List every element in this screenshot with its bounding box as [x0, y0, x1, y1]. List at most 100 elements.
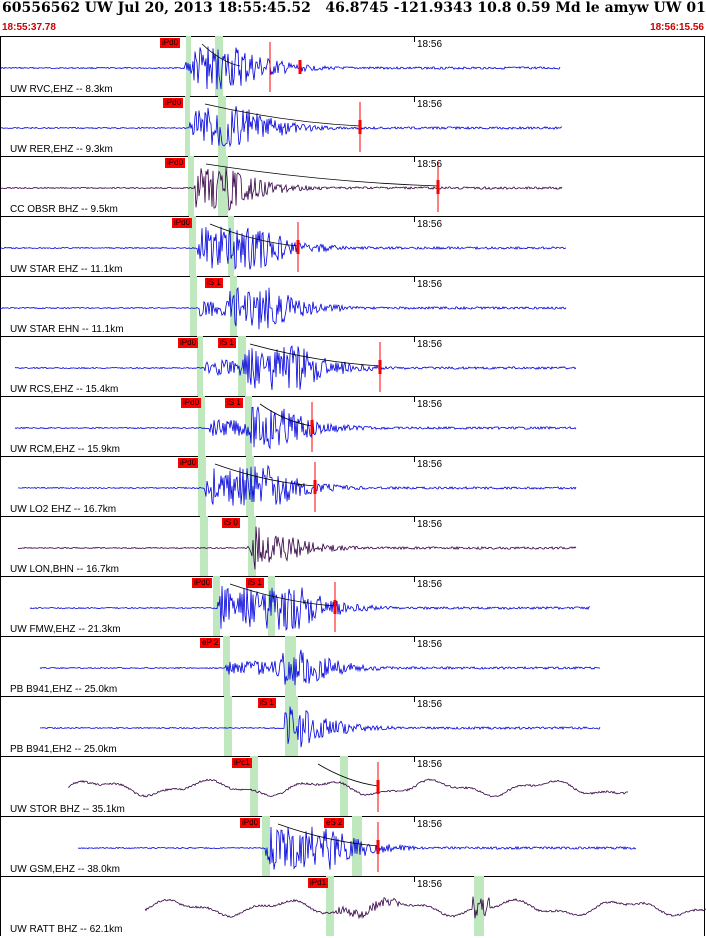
- seismogram-trace: [0, 106, 563, 148]
- phase-pick-label[interactable]: iPd0: [192, 578, 213, 588]
- minute-tick: [414, 96, 415, 102]
- coda-fit-curve: [214, 463, 316, 487]
- station-label: UW FMW,EHZ -- 21.3km: [10, 624, 121, 635]
- waveform-plot: [0, 156, 563, 216]
- seismogram-trace: [144, 896, 706, 920]
- waveform-plot: [0, 216, 567, 276]
- amplitude-pick-marker: [298, 60, 302, 74]
- station-label: UW RCM,EHZ -- 15.9km: [10, 444, 120, 455]
- minute-tick: [414, 636, 415, 642]
- waveform-plot: [67, 756, 629, 816]
- coda-fit-curve: [201, 43, 241, 67]
- panel-border: [0, 396, 705, 456]
- time-label: 18:56: [417, 759, 443, 770]
- trace-panel: iPd0 18:56 CC OBSR BHZ -- 9.5km: [0, 156, 706, 216]
- time-label: 18:56: [417, 519, 443, 530]
- phase-window: [198, 456, 206, 516]
- amplitude-pick-marker: [376, 780, 380, 794]
- time-label: 18:56: [417, 879, 443, 890]
- phase-window: [213, 576, 220, 636]
- panel-border: [0, 276, 705, 336]
- phase-pick-label[interactable]: iPd1: [308, 878, 329, 888]
- phase-window: [224, 696, 232, 756]
- seismogram-trace: [17, 526, 577, 570]
- amplitude-pick-marker: [376, 840, 380, 854]
- panel-border: [0, 576, 705, 636]
- time-label: 18:56: [417, 339, 443, 350]
- station-label: UW RCS,EHZ -- 15.4km: [10, 384, 119, 395]
- seismogram-trace: [0, 226, 567, 270]
- time-label: 18:56: [417, 399, 443, 410]
- waveform-plot: [144, 876, 706, 936]
- phase-pick-label[interactable]: iPc1: [232, 758, 252, 768]
- phase-window: [200, 516, 208, 576]
- waveform-plot: [18, 456, 577, 516]
- panel-border: [0, 636, 705, 696]
- station-label: UW RER,EHZ -- 9.3km: [10, 144, 113, 155]
- time-label: 18:56: [417, 279, 443, 290]
- trace-panel: iPd0 iS 1 18:56 UW RCM,EHZ -- 15.9km: [0, 396, 706, 456]
- waveform-plot: [0, 36, 561, 96]
- seismogram-trace: [29, 585, 591, 631]
- trace-panel: iPd0 eS 2 18:56 UW GSM,EHZ -- 38.0km: [0, 816, 706, 876]
- phase-pick-label[interactable]: iPd0: [181, 398, 202, 408]
- phase-window: [223, 636, 230, 696]
- seismogram-trace: [0, 287, 567, 330]
- phase-pick-label[interactable]: iS 1: [225, 398, 243, 408]
- panel-border: [0, 696, 705, 756]
- panel-border: [0, 96, 705, 156]
- phase-window: [474, 876, 484, 936]
- phase-pick-label[interactable]: iPd0: [163, 98, 184, 108]
- phase-pick-label[interactable]: iPd0: [240, 818, 261, 828]
- panel-border: [0, 456, 705, 516]
- amplitude-pick-marker: [313, 480, 317, 494]
- phase-pick-label[interactable]: iS 1: [218, 338, 236, 348]
- waveform-plot: [17, 516, 577, 576]
- trace-panel: iPd0 18:56 UW STAR EHZ -- 11.1km: [0, 216, 706, 276]
- seismogram-trace: [39, 706, 601, 748]
- trace-panel: iPd0 18:56 UW RER,EHZ -- 9.3km: [0, 96, 706, 156]
- minute-tick: [414, 276, 415, 282]
- phase-pick-label[interactable]: iPd0: [165, 158, 186, 168]
- station-label: UW LON,BHN -- 16.7km: [10, 564, 119, 575]
- time-label: 18:56: [417, 159, 443, 170]
- station-label: UW RATT BHZ -- 62.1km: [10, 924, 123, 935]
- minute-tick: [414, 756, 415, 762]
- panel-border: [0, 516, 705, 576]
- phase-window: [197, 336, 203, 396]
- coda-fit-curve: [209, 223, 299, 247]
- time-label: 18:56: [417, 39, 443, 50]
- trace-panel: iPd0 18:56 UW RVC,EHZ -- 8.3km: [0, 36, 706, 96]
- phase-pick-label[interactable]: iS 0: [222, 518, 240, 528]
- phase-window: [248, 516, 256, 576]
- minute-tick: [414, 696, 415, 702]
- station-label: UW STAR EHZ -- 11.1km: [10, 264, 123, 275]
- amplitude-pick-marker: [378, 360, 382, 374]
- phase-pick-label[interactable]: iS 1: [258, 698, 276, 708]
- phase-pick-label[interactable]: eP 2: [200, 638, 221, 648]
- window-start-time: 18:55:37.78: [2, 22, 56, 33]
- phase-pick-label[interactable]: eS 2: [324, 818, 345, 828]
- phase-pick-label[interactable]: iPd0: [172, 218, 193, 228]
- waveform-plot: [14, 396, 577, 456]
- amplitude-pick-marker: [358, 120, 362, 134]
- phase-pick-label[interactable]: iS 1: [205, 278, 223, 288]
- coda-fit-curve: [277, 823, 379, 847]
- trace-panel: iS 1 18:56 UW STAR EHN -- 11.1km: [0, 276, 706, 336]
- phase-pick-label[interactable]: iPd0: [160, 38, 181, 48]
- panel-border: [0, 216, 705, 276]
- phase-pick-label[interactable]: iPd0: [178, 458, 199, 468]
- phase-pick-label[interactable]: iPd0: [178, 338, 199, 348]
- seismogram-trace: [14, 406, 577, 450]
- seismogram-trace: [39, 649, 601, 686]
- time-label: 18:56: [417, 459, 443, 470]
- phase-window: [352, 816, 362, 876]
- time-label: 18:56: [417, 819, 443, 830]
- amplitude-pick-marker: [436, 180, 440, 194]
- panel-border: [0, 876, 705, 936]
- phase-pick-label[interactable]: iS 1: [246, 578, 264, 588]
- phase-window: [190, 276, 197, 336]
- phase-window: [230, 276, 237, 336]
- station-label: UW RVC,EHZ -- 8.3km: [10, 84, 113, 95]
- amplitude-pick-marker: [296, 240, 300, 254]
